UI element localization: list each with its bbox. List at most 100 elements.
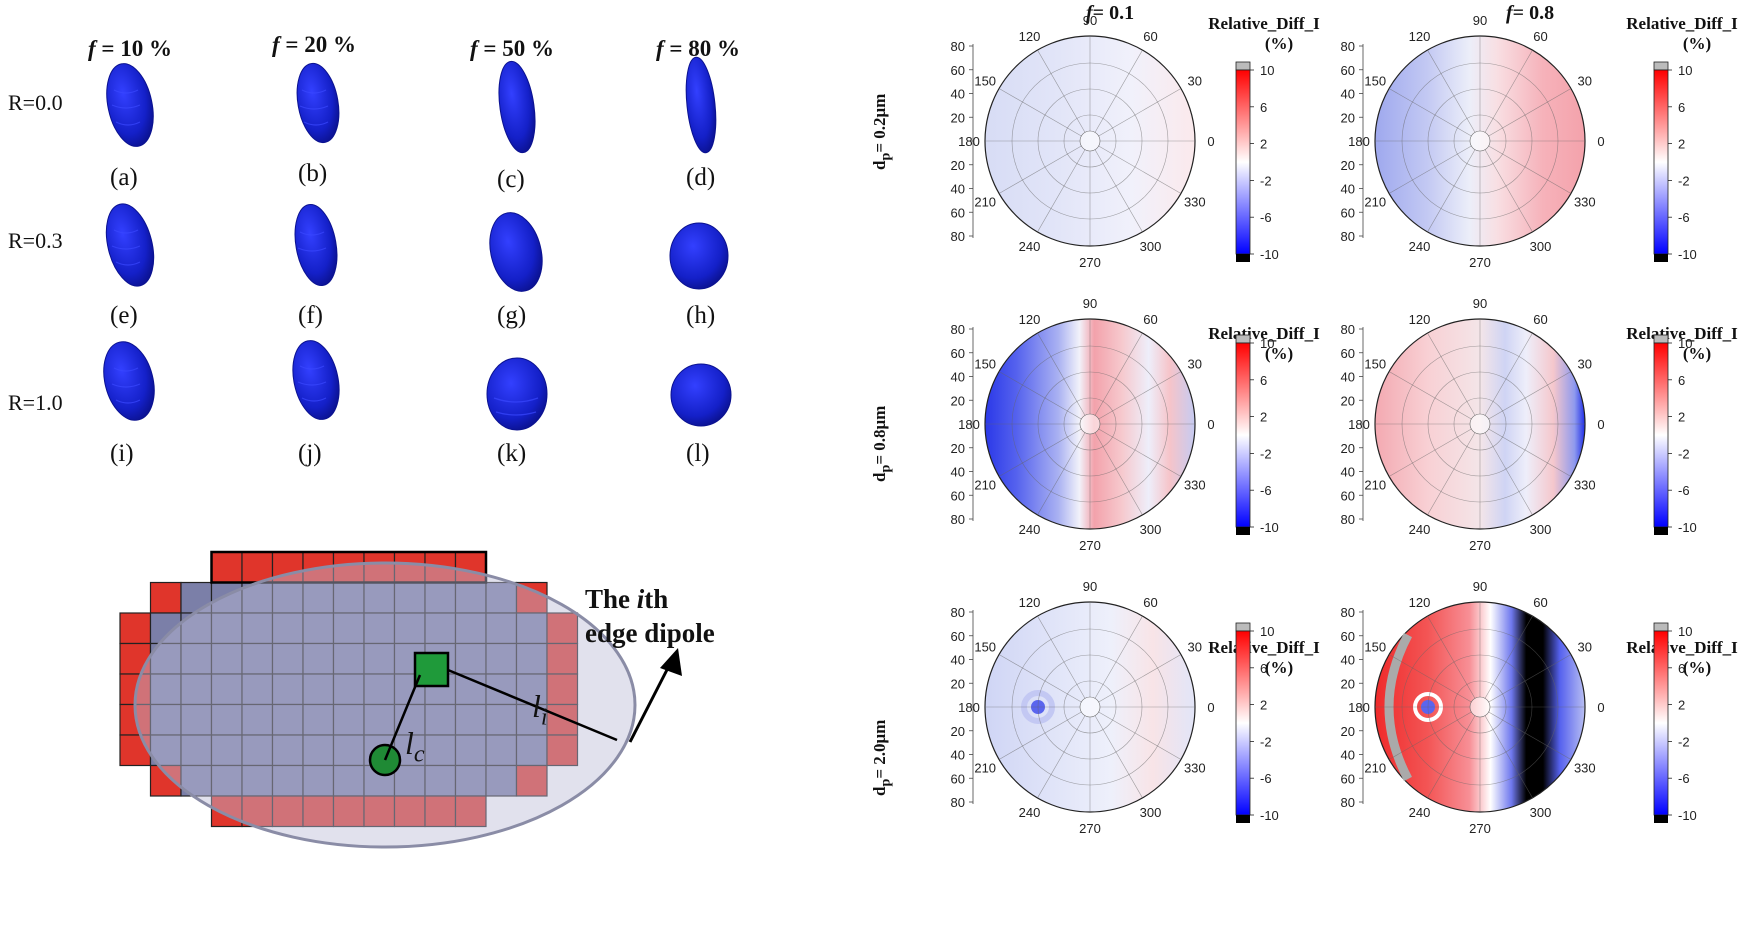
colorbar-gradient xyxy=(1235,69,1251,255)
row-label-dp02: dp= 0.2μm xyxy=(870,93,894,170)
colorbar-bottom-cap xyxy=(1236,527,1250,535)
colorbar-top-cap xyxy=(1653,622,1669,632)
inner-dipole-cell xyxy=(424,703,457,736)
panel-label-g: (g) xyxy=(497,302,527,329)
colorbar-tick-label: -6 xyxy=(1678,483,1690,498)
angle-label: 330 xyxy=(1574,761,1596,776)
polar-spoke xyxy=(1098,371,1182,420)
edge-dipole-cell xyxy=(149,581,182,614)
particle-outline-ellipse xyxy=(133,561,637,849)
particle-l xyxy=(670,363,732,427)
angle-label: 120 xyxy=(1409,29,1431,44)
angle-label: 150 xyxy=(1364,640,1386,655)
polar-spoke xyxy=(998,711,1082,760)
colorbar-bottom-cap xyxy=(1654,815,1668,823)
polar-spoke xyxy=(1098,654,1182,703)
polar-spoke xyxy=(1094,715,1143,799)
inner-dipole-cell xyxy=(363,612,396,645)
radial-tick-label: 80 xyxy=(1341,229,1355,244)
colorbar-tick-label: 10 xyxy=(1678,624,1692,639)
polar-spoke xyxy=(1427,432,1476,516)
radial-tick-label: 60 xyxy=(951,205,965,220)
polar-panel-3: 0 30 60 90 120 150 180 210 240 270 300 330 80 60 40 20 2… xyxy=(951,296,1215,553)
angle-label: 210 xyxy=(974,761,996,776)
polar-spoke xyxy=(1488,371,1572,420)
polar-spoke xyxy=(1388,88,1472,137)
polar-spoke xyxy=(1098,88,1182,137)
edge-dipole-cell xyxy=(546,734,579,767)
polar-center xyxy=(1469,130,1491,152)
angle-label: 330 xyxy=(1574,195,1596,210)
panel-label-h: (h) xyxy=(686,302,716,329)
polar-center xyxy=(1079,413,1101,435)
colorbar-tick-label: -2 xyxy=(1678,734,1690,749)
panel-label-c: (c) xyxy=(497,166,525,193)
angle-label: 270 xyxy=(1079,821,1101,836)
radial-tick-label: 40 xyxy=(1341,370,1355,385)
panel-label-f: (f) xyxy=(298,302,323,329)
radial-tick-label: 80 xyxy=(1341,322,1355,337)
polar-spoke xyxy=(1388,711,1472,760)
edge-dipole-cell xyxy=(546,703,579,736)
polar-spoke xyxy=(1484,615,1533,699)
polar-spoke xyxy=(1037,49,1086,133)
ith-dipole-marker xyxy=(413,651,450,688)
angle-label: 0 xyxy=(1207,417,1214,432)
angle-label: 150 xyxy=(1364,357,1386,372)
radial-tick-label: 20 xyxy=(1341,158,1355,173)
polar-panel-1: 0 30 60 90 120 150 180 210 240 270 300 330 80 60 40 20 2… xyxy=(951,13,1215,270)
polar-spoke xyxy=(1488,711,1572,760)
angle-label: 180 xyxy=(1348,417,1370,432)
colorbar-top-cap xyxy=(1235,622,1251,632)
angle-label: 90 xyxy=(1473,13,1487,28)
arrow-line xyxy=(628,659,674,743)
colorbar-tick-label: 6 xyxy=(1260,661,1267,676)
angle-label: 150 xyxy=(1364,74,1386,89)
lc-label: lc xyxy=(405,725,425,768)
angle-label: 120 xyxy=(1019,29,1041,44)
panel-label-a: (a) xyxy=(110,164,138,191)
colorbar-gradient xyxy=(1653,69,1669,255)
colorbar-gradient xyxy=(1235,342,1251,528)
colorbar-tick-label: -2 xyxy=(1260,446,1272,461)
colorbar-gradient xyxy=(1653,630,1669,816)
inner-dipole-cell xyxy=(271,764,304,797)
inner-dipole-cell xyxy=(454,734,487,767)
angle-label: 120 xyxy=(1409,312,1431,327)
edge-dipole-cell xyxy=(119,612,152,645)
angle-label: 60 xyxy=(1533,595,1547,610)
angle-label: 270 xyxy=(1079,538,1101,553)
radial-tick-label: 80 xyxy=(951,512,965,527)
colorbar-tick-label: 2 xyxy=(1260,698,1267,713)
edge-dipole-cell xyxy=(546,673,579,706)
colorbar-tick-label: 6 xyxy=(1260,373,1267,388)
angle-label: 330 xyxy=(1184,761,1206,776)
angle-label: 120 xyxy=(1409,595,1431,610)
angle-label: 210 xyxy=(1364,761,1386,776)
inner-dipole-cell xyxy=(332,612,365,645)
particle-c xyxy=(498,60,536,154)
polar-center xyxy=(1079,696,1101,718)
polar-spoke xyxy=(1484,149,1533,233)
radial-tick-label: 60 xyxy=(951,346,965,361)
angle-label: 150 xyxy=(974,74,996,89)
polar-spoke xyxy=(1488,428,1572,477)
colorbar-tick-label: 2 xyxy=(1260,137,1267,152)
radial-tick-label: 80 xyxy=(951,39,965,54)
inner-dipole-cell xyxy=(485,764,518,797)
panel-label-j: (j) xyxy=(298,440,322,467)
angle-label: 30 xyxy=(1578,74,1592,89)
colorbar-tick-label: -6 xyxy=(1260,210,1272,225)
polar-spoke xyxy=(1037,715,1086,799)
radial-tick-label: 60 xyxy=(951,488,965,503)
edge-dipole-cell xyxy=(546,612,579,645)
particle-a xyxy=(106,63,154,147)
edge-dipole-cell xyxy=(210,551,243,584)
angle-label: 300 xyxy=(1140,522,1162,537)
particle-j xyxy=(292,340,340,420)
inner-dipole-cell xyxy=(149,703,182,736)
angle-label: 60 xyxy=(1143,29,1157,44)
particle-f xyxy=(294,203,338,287)
dipole-grid xyxy=(119,550,682,849)
angle-label: 240 xyxy=(1019,805,1041,820)
